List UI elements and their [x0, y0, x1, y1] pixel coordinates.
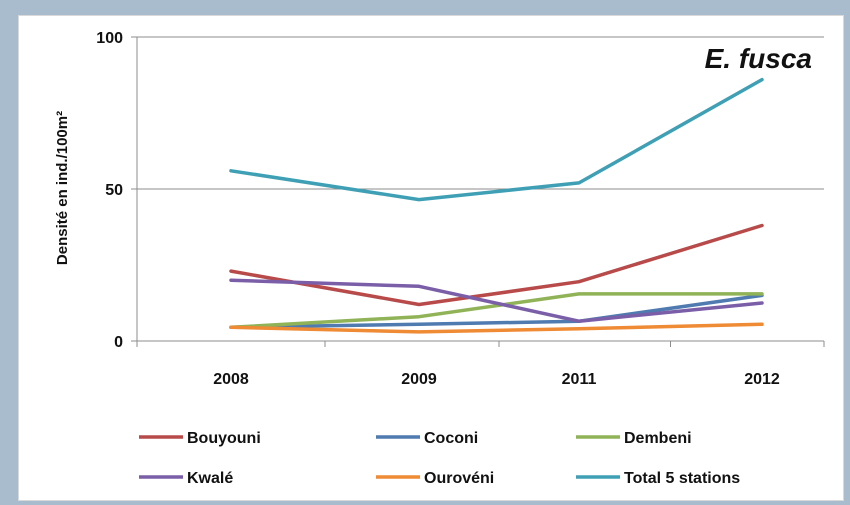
axes [136, 37, 824, 342]
y-tick-label: 100 [96, 30, 123, 47]
x-tick-label: 2009 [401, 371, 437, 388]
series-line-1 [229, 293, 764, 330]
legend-label: Ourovéni [424, 470, 494, 487]
legend-label: Bouyouni [187, 430, 261, 447]
legend: Bouyouni Coconi Dembeni Kwalé Ourovéni Total … [139, 430, 740, 487]
x-tick-label: 2011 [562, 371, 597, 388]
x-tick-label: 2008 [213, 371, 249, 388]
series-line-0 [229, 223, 764, 307]
series-line-5 [229, 77, 764, 202]
y-tick-label: 0 [114, 334, 123, 351]
y-tick-labels: 0 50 100 [96, 30, 123, 351]
grid-lines [131, 36, 824, 342]
line-chart: 0 50 100 2008 2009 2011 2012 E. fusca Densité… [54, 30, 825, 487]
legend-label: Kwalé [187, 470, 233, 487]
legend-label: Total 5 stations [624, 470, 740, 487]
chart-container: 0 50 100 2008 2009 2011 2012 E. fusca Densité… [18, 15, 844, 501]
chart-title: E. fusca [705, 43, 812, 74]
series-lines [229, 77, 764, 334]
legend-label: Dembeni [624, 430, 692, 447]
series-line-3 [229, 278, 764, 323]
x-tick-labels: 2008 2009 2011 2012 [136, 341, 825, 388]
x-tick-label: 2012 [744, 371, 780, 388]
legend-label: Coconi [424, 430, 478, 447]
series-line-4 [229, 322, 764, 334]
y-axis-label: Densité en ind./100m² [54, 111, 71, 265]
y-tick-label: 50 [105, 182, 123, 199]
